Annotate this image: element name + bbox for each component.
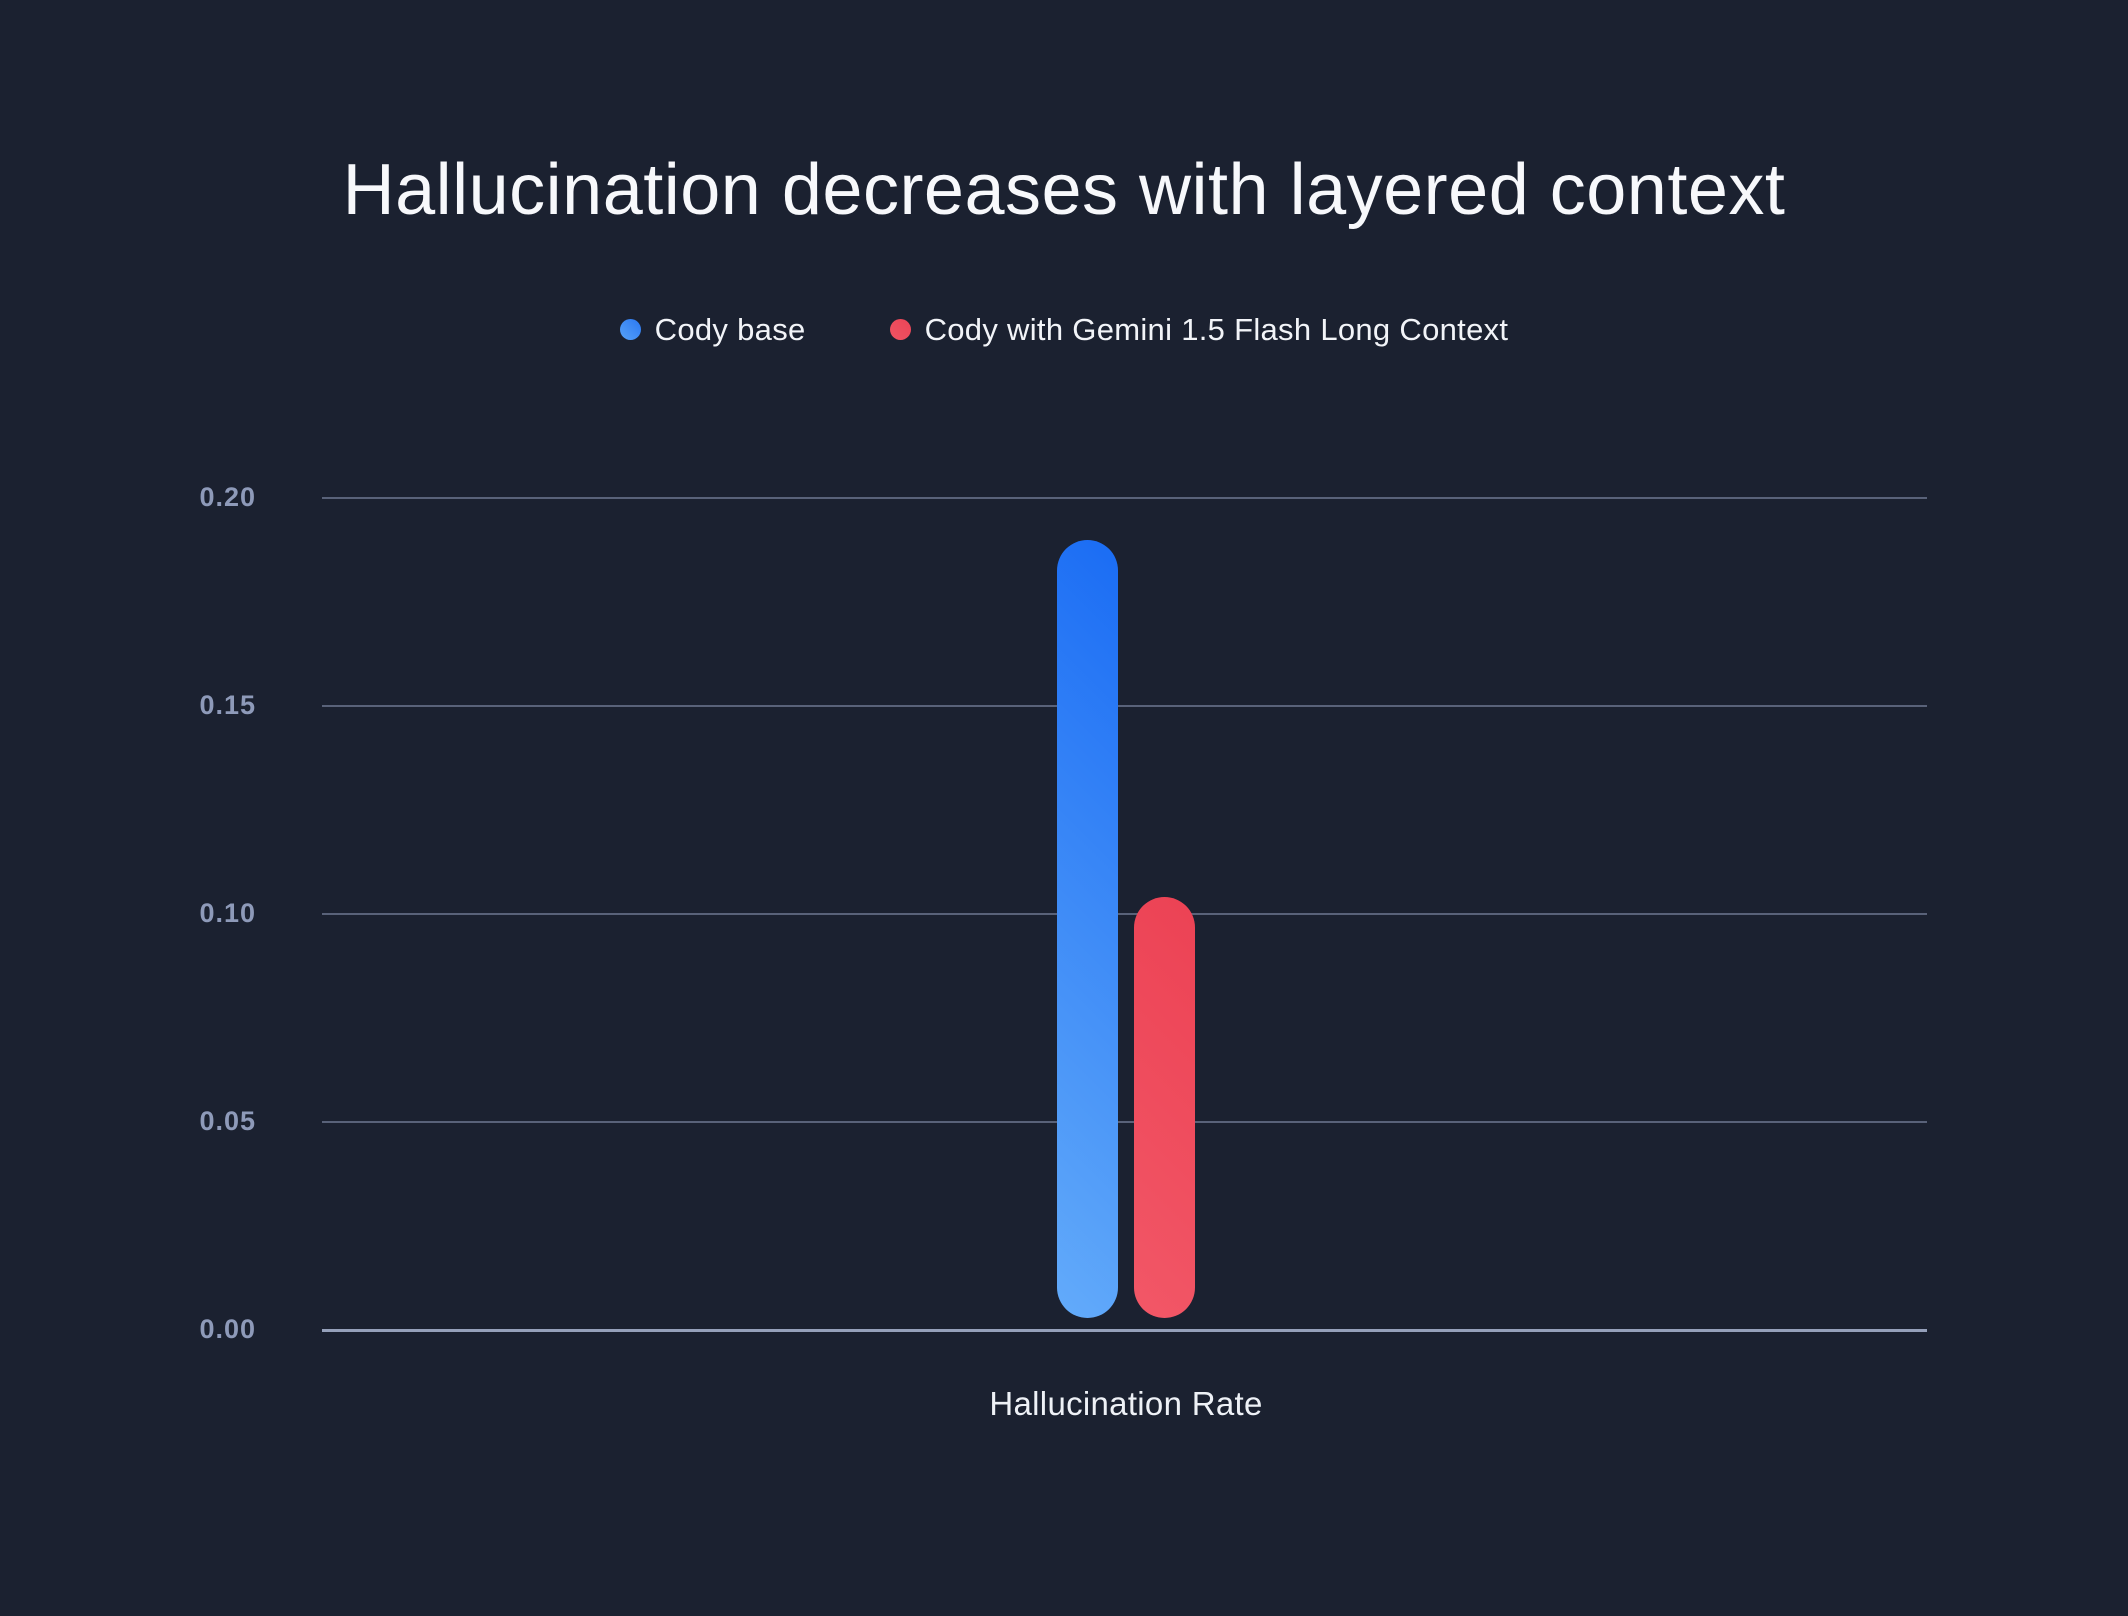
y-tick-label: 0.00 [199,1313,256,1344]
y-tick-label: 0.20 [199,481,256,512]
gridline [322,1121,1927,1123]
x-axis-label: Hallucination Rate [989,1385,1263,1422]
bar-cody-with-gemini-1-5-flash-long-context [1134,897,1195,1318]
chart-title: Hallucination decreases with layered con… [342,150,1786,230]
y-tick-label: 0.05 [199,1105,256,1136]
legend: Cody base Cody with Gemini 1.5 Flash Long… [0,314,2128,345]
legend-item-cody-base: Cody base [619,312,806,347]
x-axis-baseline [322,1329,1927,1332]
gridline [322,705,1927,707]
y-tick-label: 0.15 [199,689,256,720]
legend-marker-icon [889,319,911,340]
legend-label: Cody base [654,312,806,347]
legend-item-cody-with-gemini-1-5-flash-long-context: Cody with Gemini 1.5 Flash Long Context [889,312,1509,347]
gridline [322,913,1927,915]
legend-label: Cody with Gemini 1.5 Flash Long Context [924,312,1509,347]
bar-cody-base [1057,540,1118,1318]
legend-marker-icon [619,319,641,340]
y-tick-label: 0.10 [199,897,256,928]
gridline [322,497,1927,499]
